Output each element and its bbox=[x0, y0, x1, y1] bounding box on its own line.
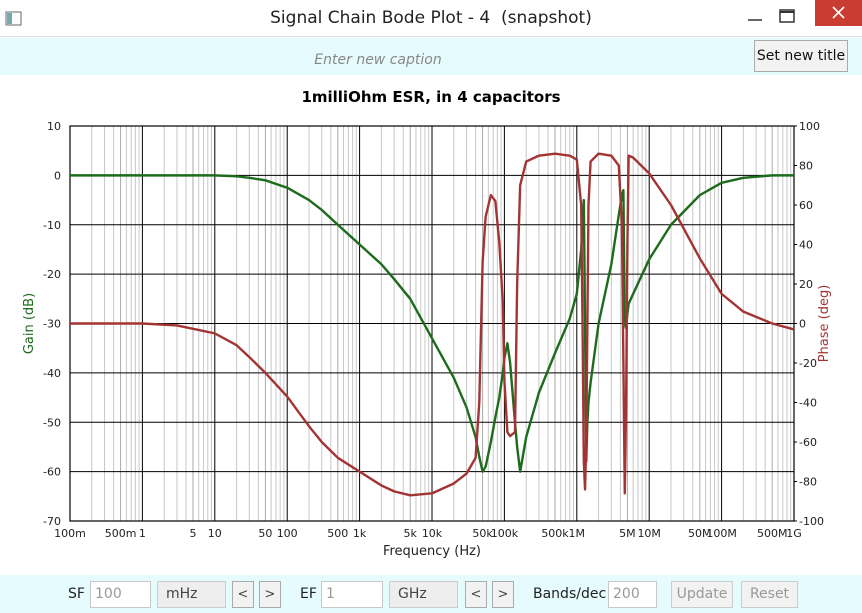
chart-title: 1milliOhm ESR, in 4 capacitors bbox=[301, 88, 560, 106]
caption-bar: Enter new caption Set new title bbox=[0, 38, 862, 75]
sf-label: SF bbox=[68, 586, 85, 602]
x-tick-label: 10k bbox=[422, 527, 443, 540]
y2-tick-label: 40 bbox=[799, 239, 813, 252]
bands-input[interactable]: 200 bbox=[608, 581, 657, 608]
x-axis-label: Frequency (Hz) bbox=[383, 544, 481, 559]
y-tick-label: 10 bbox=[47, 120, 61, 133]
x-tick-label: 1k bbox=[353, 527, 367, 540]
y-tick-label: 0 bbox=[54, 169, 61, 182]
y2-tick-label: 80 bbox=[799, 160, 813, 173]
x-tick-label: 100 bbox=[277, 527, 298, 540]
y2-tick-label: -100 bbox=[799, 515, 824, 528]
ef-input[interactable]: 1 bbox=[321, 581, 383, 608]
y2-tick-label: 20 bbox=[799, 278, 813, 291]
x-tick-label: 50 bbox=[258, 527, 272, 540]
x-tick-label: 500m bbox=[105, 527, 137, 540]
y-tick-label: -40 bbox=[43, 367, 61, 380]
y2-tick-label: 100 bbox=[799, 120, 820, 133]
x-tick-label: 100M bbox=[706, 527, 737, 540]
x-tick-label: 50k bbox=[472, 527, 493, 540]
ef-unit-select[interactable]: GHz bbox=[389, 581, 458, 608]
sf-prev-button[interactable]: < bbox=[232, 581, 254, 608]
x-tick-label: 1M bbox=[569, 527, 586, 540]
x-tick-label: 100k bbox=[491, 527, 519, 540]
y-tick-label: -60 bbox=[43, 466, 61, 479]
x-tick-label: 10 bbox=[208, 527, 222, 540]
y2-tick-label: -60 bbox=[799, 436, 817, 449]
bands-label: Bands/dec bbox=[533, 586, 607, 602]
app-icon bbox=[5, 11, 22, 26]
window-title: Signal Chain Bode Plot - 4 (snapshot) bbox=[270, 8, 592, 28]
y2-tick-label: -20 bbox=[799, 357, 817, 370]
sf-input[interactable]: 100 bbox=[90, 581, 151, 608]
update-button[interactable]: Update bbox=[671, 581, 733, 608]
x-tick-label: 5k bbox=[404, 527, 418, 540]
chart: 1milliOhm ESR, in 4 capacitors 100m 500m 1… bbox=[22, 88, 832, 559]
y2-tick-label: -80 bbox=[799, 476, 817, 489]
series-line bbox=[70, 152, 795, 497]
y-tick-label: -20 bbox=[43, 268, 61, 281]
caption-input[interactable]: Enter new caption bbox=[314, 52, 442, 68]
y-axis-label: Gain (dB) bbox=[22, 293, 37, 354]
reset-button[interactable]: Reset bbox=[741, 581, 798, 608]
y-tick-label: -50 bbox=[43, 416, 61, 429]
y2-tick-label: 60 bbox=[799, 199, 813, 212]
sf-unit-select[interactable]: mHz bbox=[157, 581, 226, 608]
y-tick-label: -30 bbox=[43, 318, 61, 331]
x-tick-label: 1G bbox=[786, 527, 802, 540]
x-tick-label: 10M bbox=[637, 527, 661, 540]
x-tick-label: 5M bbox=[619, 527, 636, 540]
x-tick-label: 500 bbox=[327, 527, 348, 540]
window-controls[interactable] bbox=[740, 0, 862, 37]
y-tick-label: -10 bbox=[43, 219, 61, 232]
x-tick-label: 100m bbox=[54, 527, 86, 540]
x-tick-label: 1 bbox=[139, 527, 146, 540]
ef-next-button[interactable]: > bbox=[492, 581, 514, 608]
title-bar: Signal Chain Bode Plot - 4 (snapshot) bbox=[0, 0, 862, 37]
set-title-button[interactable]: Set new title bbox=[754, 40, 848, 72]
x-tick-label: 5 bbox=[190, 527, 197, 540]
x-tick-label: 500k bbox=[541, 527, 569, 540]
y2-tick-label: -40 bbox=[799, 397, 817, 410]
ef-prev-button[interactable]: < bbox=[465, 581, 487, 608]
y2-axis-label: Phase (deg) bbox=[817, 285, 832, 363]
x-tick-label: 500M bbox=[757, 527, 788, 540]
y-tick-label: -70 bbox=[43, 515, 61, 528]
y2-tick-label: 0 bbox=[799, 318, 806, 331]
x-tick-label: 50M bbox=[688, 527, 712, 540]
sf-next-button[interactable]: > bbox=[259, 581, 281, 608]
control-bar: SF 100 mHz < > EF 1 GHz < > Bands/dec 20… bbox=[0, 575, 862, 613]
ef-label: EF bbox=[300, 586, 317, 602]
